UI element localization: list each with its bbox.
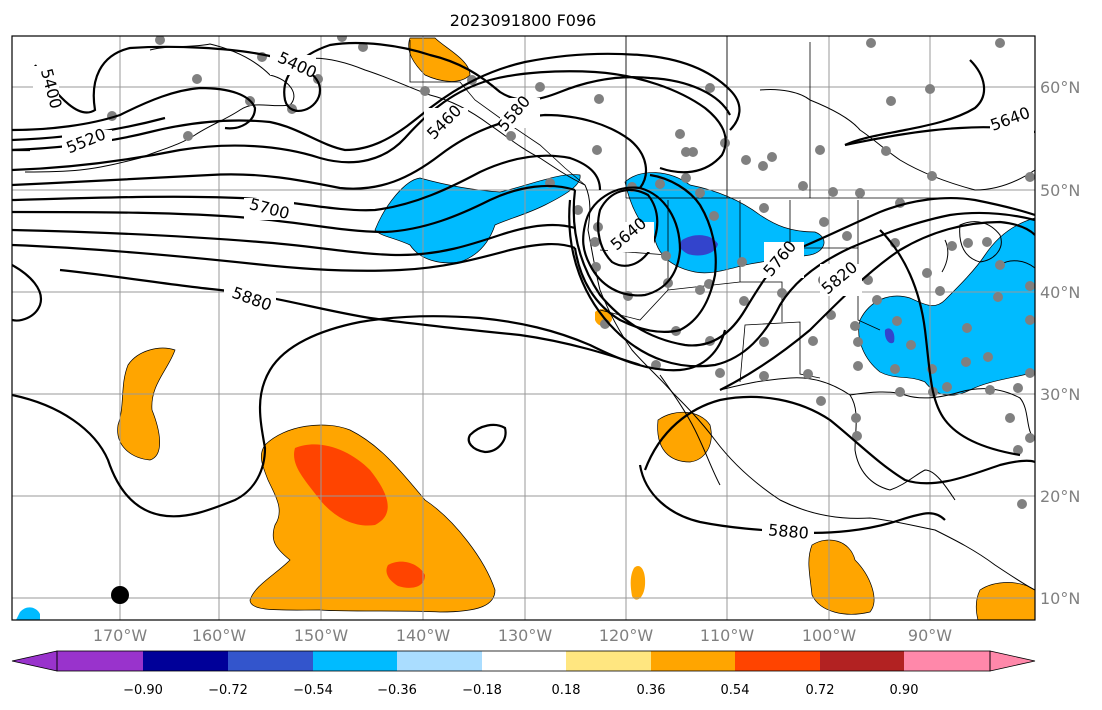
lon-tick-labels: 170°W 160°W 150°W 140°W 130°W 120°W 110°… [93, 626, 952, 645]
colorbar-tick-label: −0.54 [293, 683, 333, 698]
political-borders [409, 36, 960, 383]
lat-tick-label: 10°N [1040, 589, 1080, 608]
colorbar-segment [57, 651, 143, 671]
colorbar-extend-max [989, 650, 1036, 672]
map-area: 5400 5400 5520 5460 5580 5700 5640 5640 … [12, 36, 1035, 620]
colorbar-segment [651, 651, 735, 671]
colorbar-tick-label: −0.18 [462, 683, 502, 698]
lon-tick-label: 100°W [802, 626, 857, 645]
lat-tick-label: 30°N [1040, 385, 1080, 404]
lon-tick-label: 90°W [908, 626, 952, 645]
colorbar-segments [57, 651, 990, 671]
station-dots [107, 36, 1035, 509]
lat-tick-labels: 60°N 50°N 40°N 30°N 20°N 10°N [1040, 78, 1080, 608]
colorbar-frame [56, 650, 991, 672]
colorbar-tick-label: −0.36 [377, 683, 417, 698]
figure-title: 2023091800 F096 [450, 11, 597, 30]
lat-tick-label: 20°N [1040, 487, 1080, 506]
colorbar-tick-labels: −0.90 −0.72 −0.54 −0.36 −0.18 0.18 0.36 … [123, 683, 918, 698]
colorbar-extend-min [11, 650, 58, 672]
contour-label: 5880 [767, 520, 809, 542]
colorbar-segment [904, 651, 990, 671]
lat-tick-label: 50°N [1040, 181, 1080, 200]
colorbar-segment [566, 651, 651, 671]
colorbar: −0.90 −0.72 −0.54 −0.36 −0.18 0.18 0.36 … [11, 650, 1036, 698]
lat-tick-label: 40°N [1040, 283, 1080, 302]
colorbar-tick-label: 0.72 [806, 683, 835, 698]
colorbar-segment [228, 651, 313, 671]
colorbar-segment [482, 651, 566, 671]
colorbar-tick-label: 0.54 [721, 683, 750, 698]
height-contours [12, 41, 1035, 534]
lon-tick-label: 110°W [700, 626, 755, 645]
colorbar-segment [313, 651, 397, 671]
lon-tick-label: 120°W [599, 626, 654, 645]
colorbar-segment [143, 651, 228, 671]
lat-tick-label: 60°N [1040, 78, 1080, 97]
lon-tick-label: 170°W [93, 626, 148, 645]
lon-tick-label: 150°W [294, 626, 349, 645]
positive-shading [117, 37, 1035, 620]
colorbar-tick-label: 0.90 [890, 683, 919, 698]
lon-tick-label: 160°W [192, 626, 247, 645]
lon-tick-label: 130°W [498, 626, 553, 645]
colorbar-tick-label: −0.90 [123, 683, 163, 698]
colorbar-tick-label: −0.72 [208, 683, 248, 698]
lon-tick-label: 140°W [396, 626, 451, 645]
colorbar-segment [735, 651, 820, 671]
contour-labels: 5400 5400 5520 5460 5580 5700 5640 5640 … [33, 48, 1034, 543]
reference-dot [111, 586, 129, 604]
map-frame [11, 35, 1036, 621]
colorbar-tick-label: 0.36 [637, 683, 666, 698]
colorbar-segment [397, 651, 482, 671]
graticule [12, 36, 1035, 620]
colorbar-segment [820, 651, 904, 671]
colorbar-tick-label: 0.18 [552, 683, 581, 698]
